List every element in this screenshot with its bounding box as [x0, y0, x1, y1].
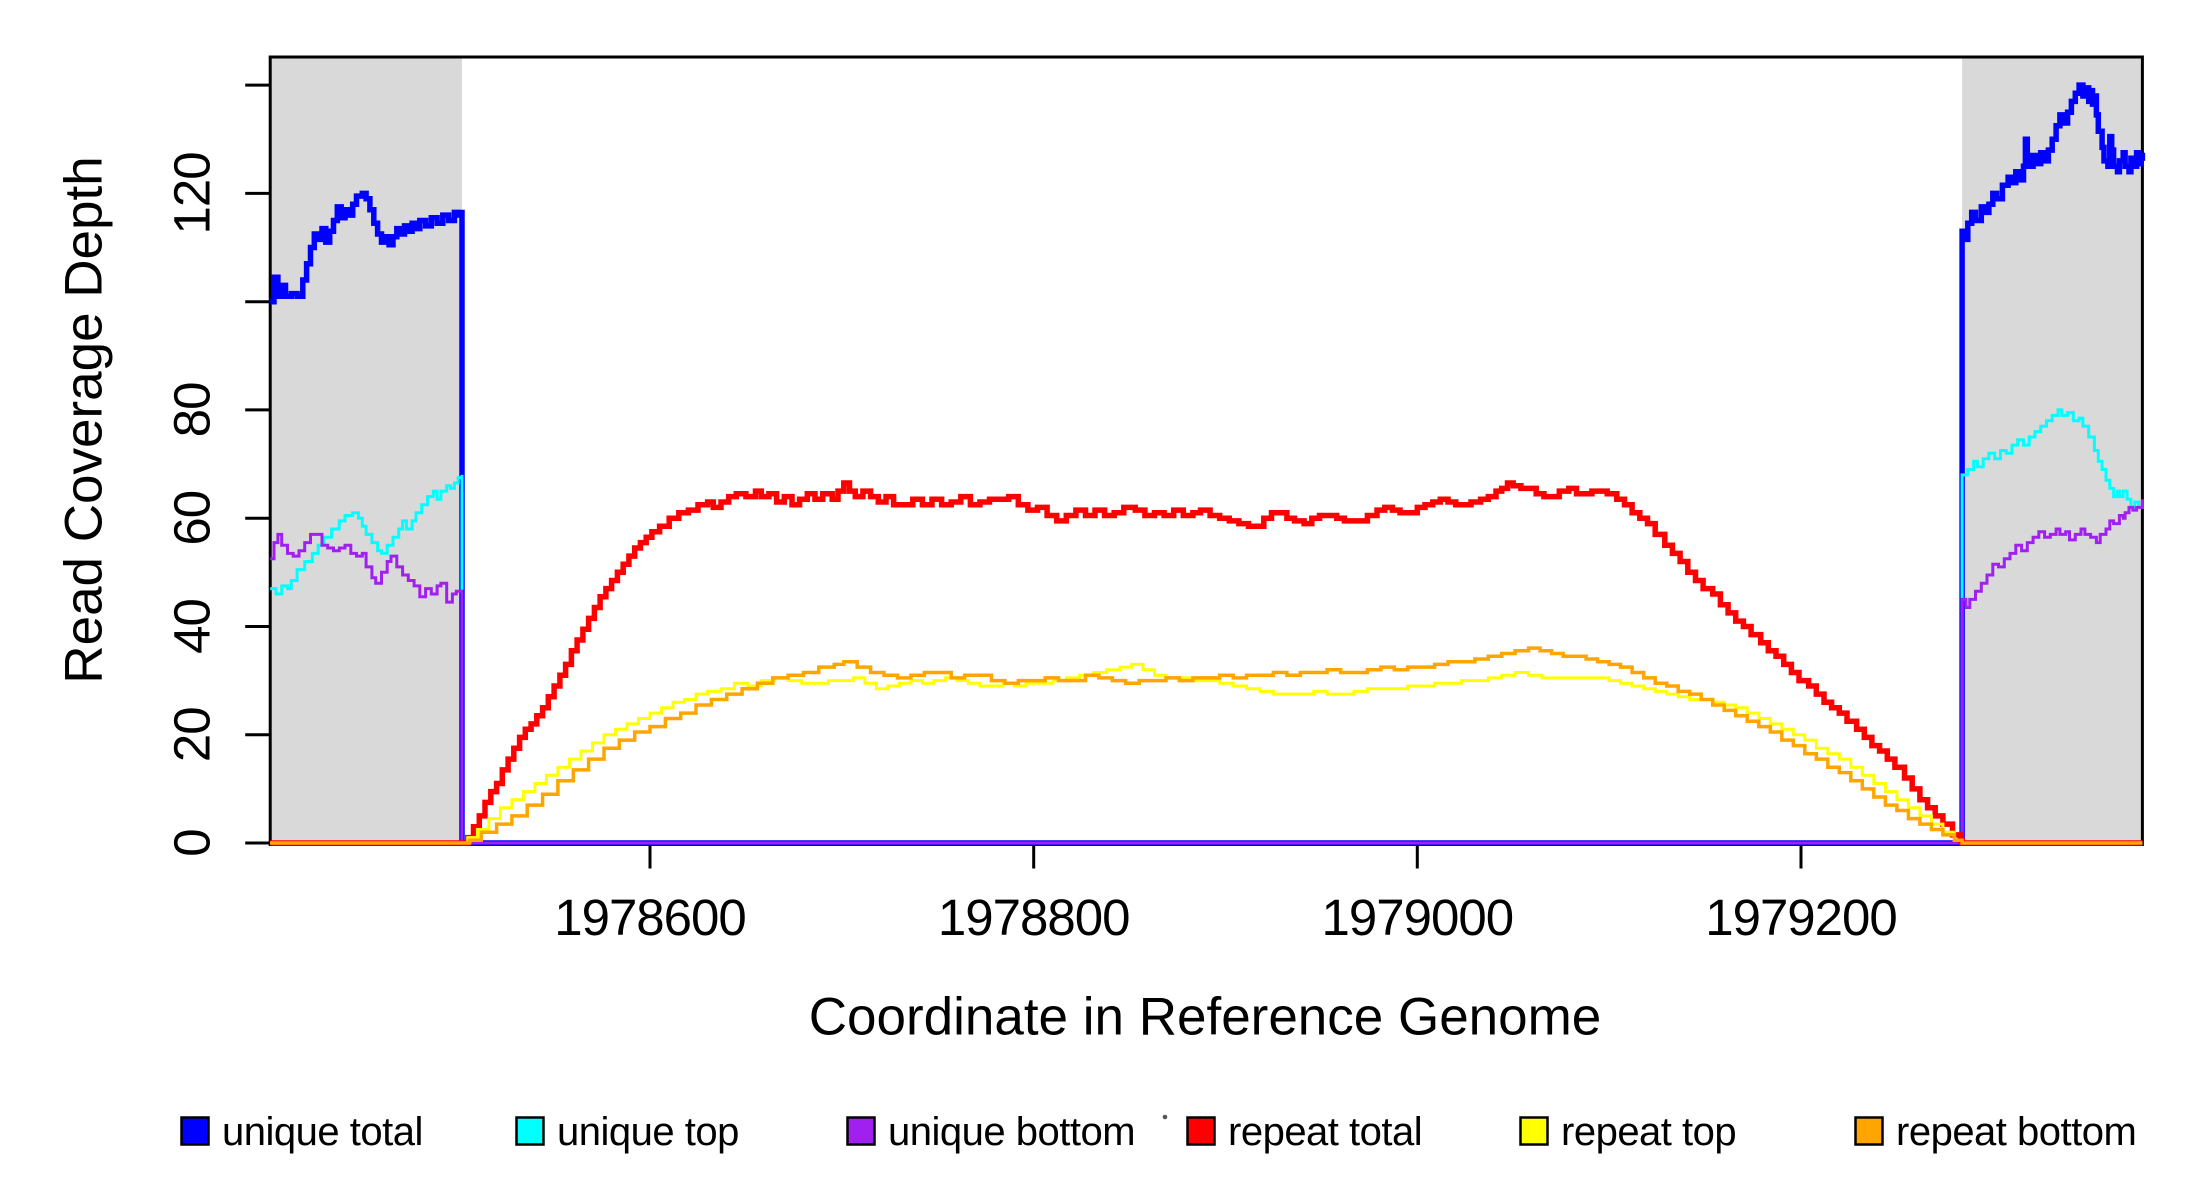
legend-item-unique-top: unique top [515, 1110, 739, 1154]
axes: 1978600 1978800 1979000 1979200 0 20 40 60 80 120 [164, 55, 2144, 946]
legend-label: unique top [557, 1110, 739, 1154]
legend-item-repeat-bottom: repeat bottom [1854, 1110, 2137, 1154]
x-tick-label: 1979000 [1322, 889, 1514, 946]
series-line-repeat-bottom [270, 646, 2143, 845]
y-tick-label: 80 [164, 383, 221, 438]
y-tick-label: 20 [164, 707, 221, 762]
series-line-repeat-total [270, 480, 2143, 846]
stray-dot-artifact [1162, 1114, 1168, 1120]
y-tick-label: 120 [164, 152, 221, 234]
series-line-repeat-top [270, 662, 2143, 845]
legend-swatch [1519, 1116, 1549, 1146]
series-lines [270, 82, 2146, 846]
legend-item-repeat-top: repeat top [1519, 1110, 1737, 1154]
legend: unique total unique top unique bottom repea… [180, 1110, 2137, 1154]
legend-swatch [846, 1116, 876, 1146]
legend-swatch [515, 1116, 545, 1146]
y-axis-title: Read Coverage Depth [55, 156, 114, 683]
shaded-regions [270, 57, 2143, 843]
legend-item-unique-bottom: unique bottom [846, 1110, 1136, 1154]
x-tick-label: 1978600 [554, 889, 746, 946]
y-tick-label: 60 [164, 491, 221, 546]
legend-label: repeat bottom [1896, 1110, 2136, 1154]
legend-item-unique-total: unique total [180, 1110, 423, 1154]
y-tick-label: 0 [164, 829, 221, 856]
shaded-region [1962, 57, 2143, 843]
legend-item-repeat-total: repeat total [1186, 1110, 1423, 1154]
series-line-unique-bottom [270, 499, 2144, 845]
series-line-unique-top [270, 408, 2144, 845]
x-axis-title: Coordinate in Reference Genome [809, 988, 1602, 1047]
legend-label: repeat total [1228, 1110, 1422, 1154]
legend-swatch [180, 1116, 210, 1146]
series-line-unique-total [270, 82, 2146, 846]
legend-label: unique bottom [888, 1110, 1135, 1154]
plot-box [268, 55, 2144, 846]
legend-label: unique total [222, 1110, 423, 1154]
shaded-region [270, 57, 462, 843]
legend-swatch [1186, 1116, 1216, 1146]
y-tick-label: 40 [164, 599, 221, 654]
x-tick-label: 1978800 [938, 889, 1130, 946]
legend-label: repeat top [1561, 1110, 1736, 1154]
legend-swatch [1854, 1116, 1884, 1146]
x-tick-label: 1979200 [1705, 889, 1897, 946]
